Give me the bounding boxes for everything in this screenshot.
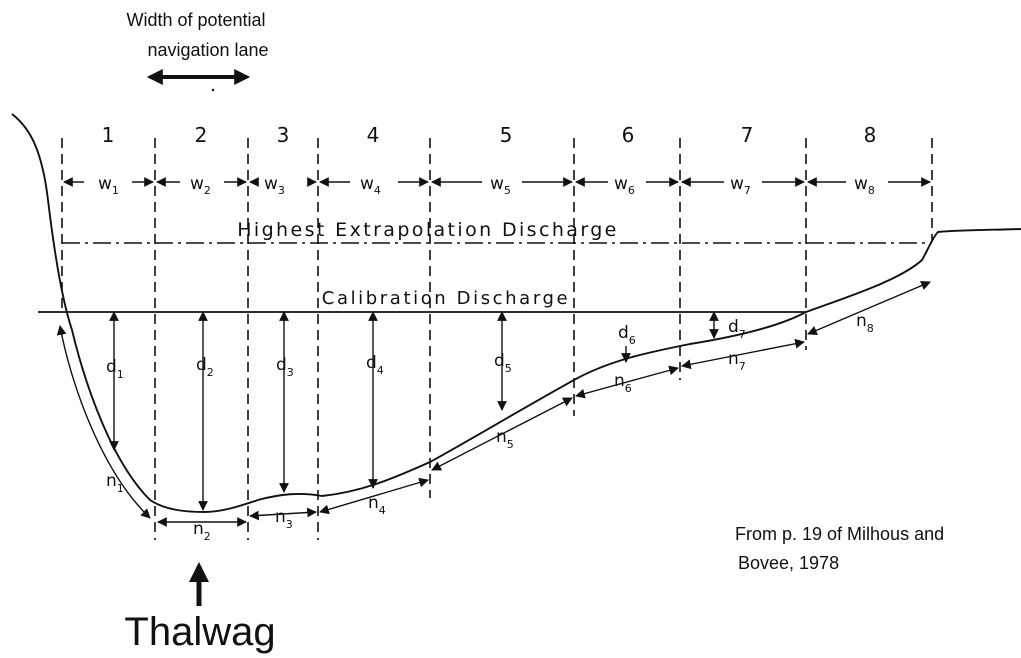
depth-arrows (109, 311, 719, 511)
width-label: w4 (360, 174, 381, 197)
highest-discharge-label: Highest Extrapolation Discharge (237, 219, 619, 241)
perimeter-arrow (575, 365, 679, 399)
depth-label: d3 (276, 355, 294, 379)
perimeter-arrow (249, 507, 317, 521)
perimeter-label: n5 (496, 427, 514, 451)
perimeter-label: n2 (193, 519, 211, 543)
perimeter-arrow (431, 397, 573, 471)
perimeter-arrow (807, 280, 931, 336)
perimeter-labels: n1 n2 n3 n4 n5 n6 n7 n8 (106, 311, 874, 543)
depth-label: d4 (366, 353, 384, 377)
perimeter-label: n3 (275, 507, 293, 531)
width-label: w2 (190, 174, 211, 197)
calibration-discharge-label: Calibration Discharge (322, 288, 570, 309)
perimeter-arrow (319, 477, 429, 515)
section-number: 7 (741, 123, 754, 147)
perimeter-arrow (681, 338, 805, 370)
depth-label: d2 (196, 355, 214, 379)
width-label: w3 (264, 174, 285, 197)
width-label: w1 (98, 174, 119, 197)
perimeter-label: n6 (614, 371, 632, 395)
width-label: w6 (614, 174, 635, 197)
perimeter-label: n8 (856, 311, 874, 335)
perimeter-label: n4 (368, 493, 386, 517)
depth-label: d1 (106, 357, 124, 381)
depth-label: d6 (618, 323, 636, 347)
section-number: 2 (195, 123, 208, 147)
perimeter-label: n1 (106, 471, 124, 495)
section-number: 1 (102, 123, 115, 147)
citation-line2: Bovee, 1978 (738, 553, 839, 573)
width-label: w5 (490, 174, 511, 197)
nav-lane-label-line2: navigation lane (147, 40, 268, 60)
channel-bed-profile (11, 113, 1021, 513)
citation-line1: From p. 19 of Milhous and (735, 524, 944, 544)
section-number: 4 (367, 123, 380, 147)
section-number: 3 (277, 123, 290, 147)
section-number: 8 (864, 123, 877, 147)
perimeter-label: n7 (728, 349, 746, 373)
section-number: 6 (622, 123, 635, 147)
perimeter-arrows (56, 280, 931, 527)
width-labels: w1 w2 w3 w4 w5 w6 w7 w8 (98, 174, 875, 197)
width-label: w8 (854, 174, 875, 197)
depth-labels: d1 d2 d3 d4 d5 d6 d7 (106, 317, 746, 381)
section-dividers (61, 138, 933, 540)
thalweg-label: Thalwag (124, 610, 275, 654)
depth-label: d5 (494, 351, 512, 375)
depth-label: d7 (728, 317, 746, 341)
perimeter-arrow (56, 325, 151, 519)
width-label: w7 (730, 174, 751, 197)
section-number: 5 (500, 123, 513, 147)
nav-lane-label-line1: Width of potential (126, 10, 265, 30)
stray-mark (211, 88, 215, 92)
section-numbers: 1 2 3 4 5 6 7 8 (102, 123, 877, 147)
